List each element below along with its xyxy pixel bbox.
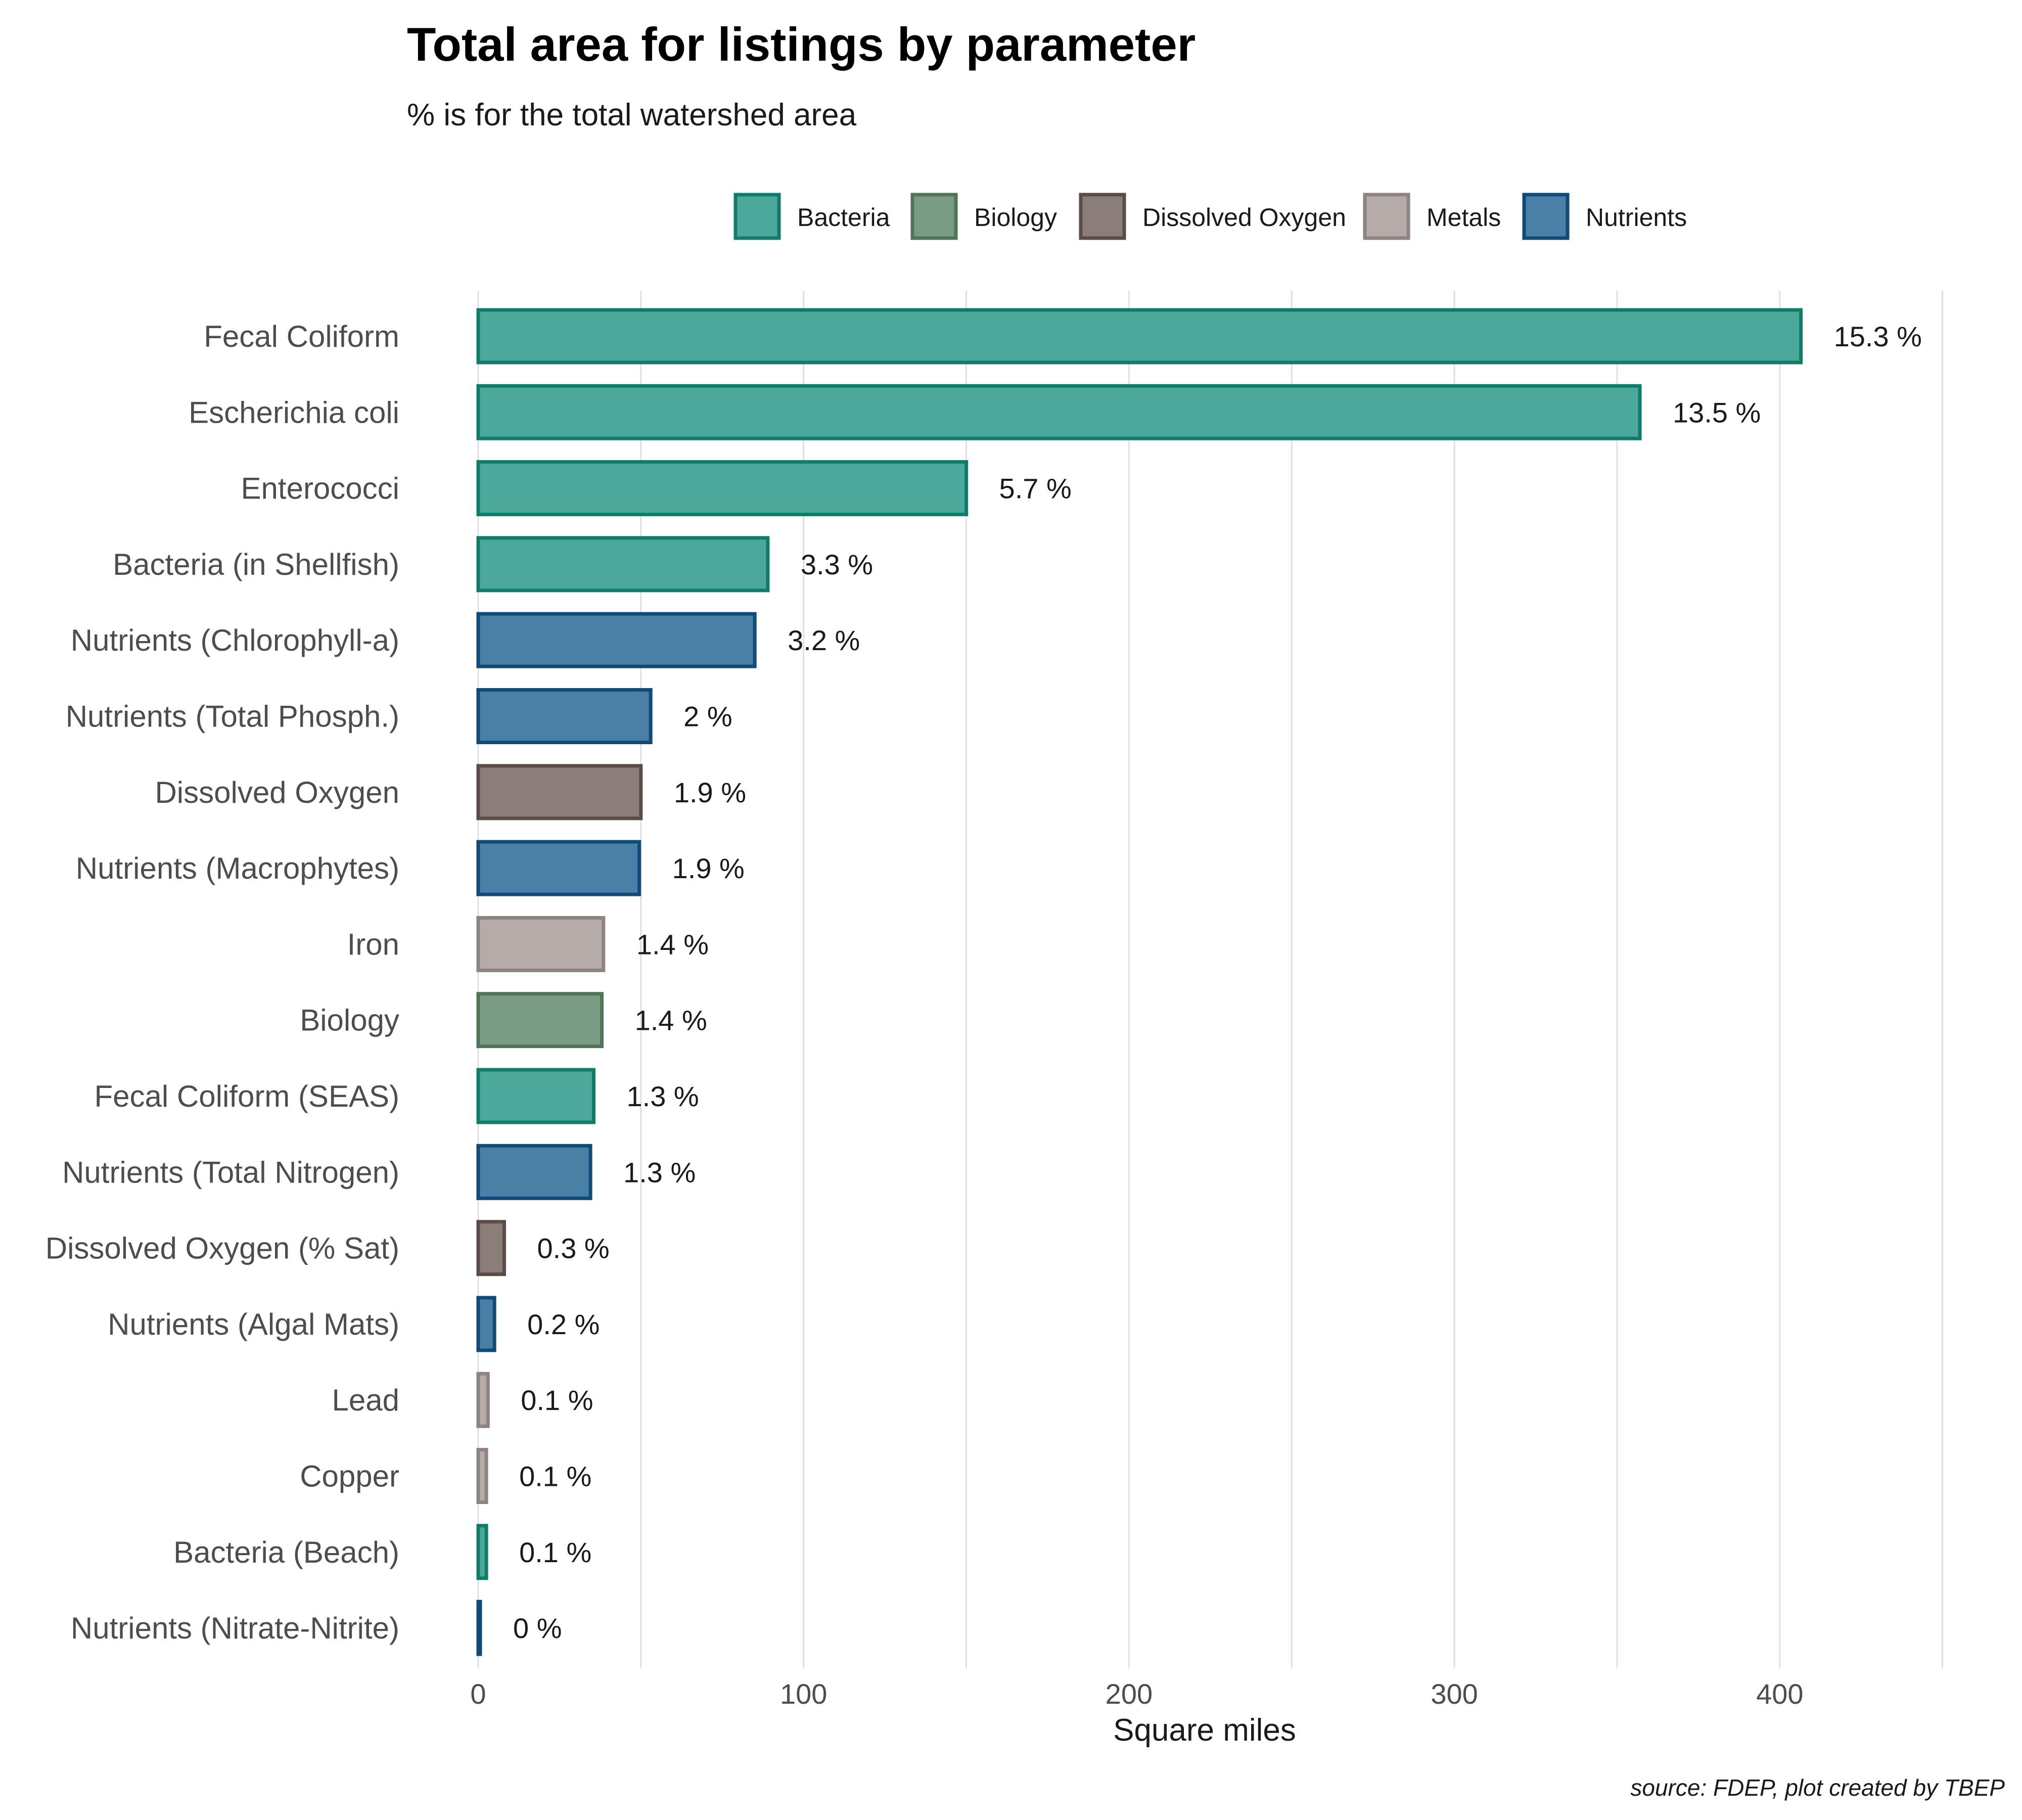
chart-subtitle: % is for the total watershed area xyxy=(407,98,857,132)
category-labels: Fecal Coliform Escherichia coli Enterococc… xyxy=(45,320,399,1645)
bar xyxy=(476,536,770,593)
legend-swatch xyxy=(1363,193,1410,240)
legend: Bacteria Biology Dissolved Oxygen Metals Nut… xyxy=(733,193,1687,240)
category-label: Escherichia coli xyxy=(189,395,399,429)
bar-value-label: 2 % xyxy=(683,701,732,733)
category-label: Dissolved Oxygen xyxy=(155,776,399,809)
chart-title: Total area for listings by parameter xyxy=(407,18,1196,71)
category-label: Fecal Coliform (SEAS) xyxy=(95,1079,399,1113)
bar-value-label: 15.3 % xyxy=(1834,321,1922,352)
bar-value-label: 1.4 % xyxy=(636,928,709,960)
category-label: Biology xyxy=(300,1004,399,1037)
bar xyxy=(476,384,1642,440)
bar-value-label: 1.9 % xyxy=(674,777,746,808)
bar-value-label: 1.9 % xyxy=(672,852,745,884)
x-tick-label: 100 xyxy=(780,1678,827,1710)
bar xyxy=(476,688,653,744)
category-label: Dissolved Oxygen (% Sat) xyxy=(45,1232,399,1265)
bar-value-label: 5.7 % xyxy=(999,473,1072,505)
legend-swatch xyxy=(910,193,958,240)
bars: 15.3 % 13.5 % 5.7 % 3.3 % 3.2 % 2 % 1.9 % 1.9 %… xyxy=(476,308,1922,1656)
bar-value-label: 3.2 % xyxy=(788,624,860,656)
bar xyxy=(476,1524,488,1580)
bar xyxy=(476,308,1803,365)
category-label: Nutrients (Chlorophyll-a) xyxy=(71,623,399,657)
x-tick-label: 400 xyxy=(1756,1678,1803,1710)
category-label: Lead xyxy=(332,1383,399,1417)
legend-label: Metals xyxy=(1427,203,1501,232)
bar-value-label: 0.1 % xyxy=(519,1536,591,1568)
bar-value-label: 0.2 % xyxy=(527,1308,600,1340)
category-label: Nutrients (Nitrate-Nitrite) xyxy=(71,1611,399,1645)
bar-value-label: 1.3 % xyxy=(627,1080,699,1112)
bar-value-label: 0.1 % xyxy=(519,1461,591,1492)
bar xyxy=(476,1372,490,1428)
category-label: Fecal Coliform xyxy=(204,320,399,353)
legend-swatch xyxy=(1079,193,1126,240)
bar xyxy=(476,992,604,1049)
x-tick-label: 200 xyxy=(1106,1678,1153,1710)
legend-swatch xyxy=(1522,193,1570,240)
bar-value-label: 3.3 % xyxy=(801,549,873,580)
category-label: Copper xyxy=(300,1460,399,1493)
x-tick-label: 0 xyxy=(470,1678,486,1710)
bar xyxy=(476,460,969,517)
bar xyxy=(476,840,641,896)
bar-value-label: 0.3 % xyxy=(537,1233,609,1264)
category-label: Nutrients (Total Phosph.) xyxy=(66,700,399,734)
category-label: Nutrients (Algal Mats) xyxy=(108,1307,399,1341)
chart-caption: source: FDEP, plot created by TBEP xyxy=(1630,1774,2005,1801)
category-label: Enterococci xyxy=(241,472,399,506)
bar xyxy=(476,1220,506,1277)
category-label: Bacteria (Beach) xyxy=(173,1535,399,1569)
legend-label: Dissolved Oxygen xyxy=(1142,203,1346,232)
x-axis-ticks: 0 100 200 300 400 xyxy=(470,1678,1803,1710)
grid-lines xyxy=(477,291,1944,1668)
bar xyxy=(476,1448,488,1504)
bar xyxy=(476,764,643,821)
bar-value-label: 0 % xyxy=(513,1612,562,1644)
category-label: Nutrients (Total Nitrogen) xyxy=(62,1155,399,1189)
x-axis-title: Square miles xyxy=(1113,1713,1296,1748)
bar-value-label: 1.3 % xyxy=(623,1156,696,1188)
bar xyxy=(476,1068,596,1124)
bar xyxy=(476,1600,482,1656)
legend-label: Nutrients xyxy=(1586,203,1687,232)
category-label: Nutrients (Macrophytes) xyxy=(76,851,399,885)
legend-label: Bacteria xyxy=(797,203,890,232)
bar-value-label: 13.5 % xyxy=(1673,396,1761,428)
bar xyxy=(476,916,606,972)
bar xyxy=(476,1144,592,1200)
category-label: Iron xyxy=(347,927,399,961)
category-label: Bacteria (in Shellfish) xyxy=(113,548,399,581)
x-tick-label: 300 xyxy=(1431,1678,1478,1710)
bar xyxy=(476,1296,496,1352)
bar-value-label: 1.4 % xyxy=(635,1005,707,1036)
bar-value-label: 0.1 % xyxy=(521,1384,593,1416)
legend-label: Biology xyxy=(974,203,1057,232)
bar xyxy=(476,612,757,668)
legend-swatch xyxy=(733,193,781,240)
